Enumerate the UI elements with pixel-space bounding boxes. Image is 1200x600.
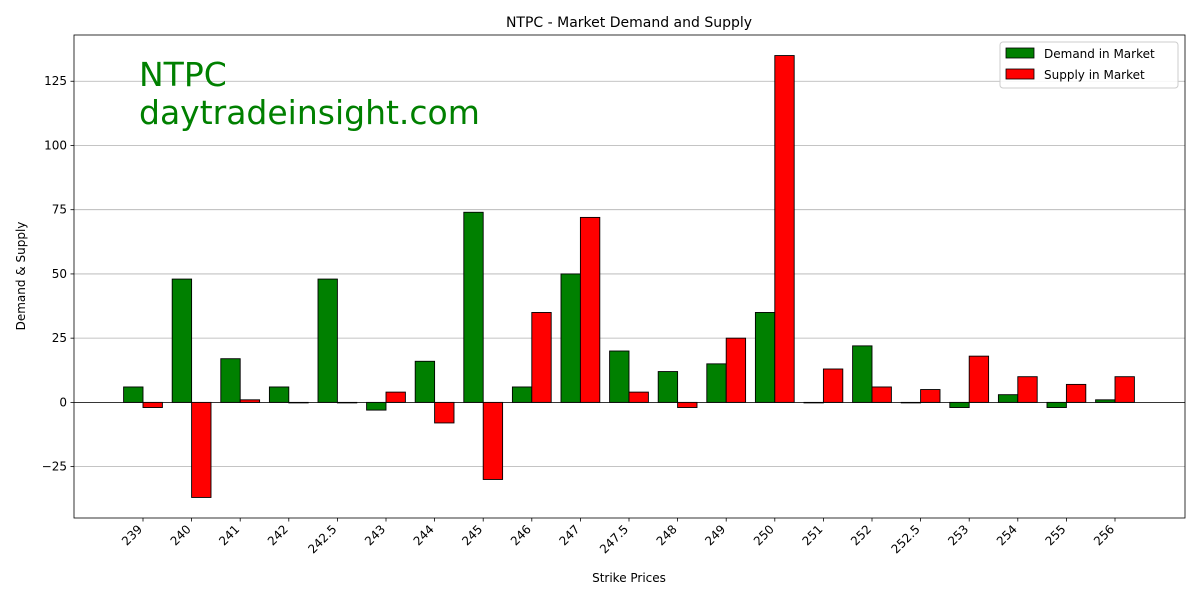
y-tick-label: 100: [44, 138, 67, 152]
watermark: NTPC daytradeinsight.com: [139, 55, 480, 132]
bars-group: [123, 55, 1135, 498]
x-tick-label: 247.5: [597, 522, 631, 556]
y-tick-label: 0: [59, 395, 67, 409]
legend-swatch-supply: [1005, 68, 1035, 80]
x-tick-label: 254: [994, 522, 1020, 548]
x-tick-label: 247: [556, 522, 582, 548]
x-tick-label: 242: [265, 522, 291, 548]
x-axis-label: Strike Prices: [592, 571, 666, 585]
supply-bar-256: [1114, 376, 1135, 403]
supply-bar-242: [288, 401, 309, 404]
supply-bar-246: [531, 312, 552, 403]
watermark-line-1: NTPC: [139, 55, 227, 94]
supply-bar-252.5: [920, 389, 941, 403]
supply-bar-240: [191, 401, 212, 498]
supply-bar-244: [434, 401, 455, 424]
supply-bar-250: [774, 55, 795, 403]
y-axis-ticks: −25 0 25 50 75 100 125: [42, 74, 74, 474]
demand-bar-252.5: [900, 401, 922, 404]
x-tick-label: 255: [1042, 522, 1068, 548]
demand-bar-254: [997, 394, 1019, 403]
supply-bar-243: [385, 391, 406, 403]
demand-bar-239: [123, 386, 144, 403]
watermark-line-2: daytradeinsight.com: [139, 93, 480, 132]
demand-bar-251: [803, 401, 824, 404]
legend-label-demand: Demand in Market: [1044, 47, 1155, 61]
demand-bar-244: [414, 360, 436, 403]
x-tick-label: 245: [459, 522, 485, 548]
supply-bar-242.5: [336, 401, 358, 404]
supply-bar-241: [239, 399, 261, 403]
demand-bar-242: [268, 386, 290, 403]
legend-swatch-demand: [1005, 47, 1035, 59]
supply-bar-253: [968, 355, 990, 403]
demand-bar-248: [657, 371, 679, 403]
x-tick-label: 241: [216, 522, 242, 548]
supply-bar-254: [1017, 376, 1038, 403]
demand-bar-255: [1046, 401, 1067, 408]
x-tick-label: 239: [119, 522, 145, 548]
demand-bar-247.5: [609, 350, 630, 403]
y-tick-label: −25: [42, 460, 67, 474]
demand-bar-245: [463, 211, 484, 403]
demand-bar-253: [949, 401, 970, 408]
supply-bar-252: [871, 386, 892, 403]
x-tick-label: 243: [362, 522, 388, 548]
supply-bar-239: [142, 401, 163, 408]
x-tick-label: 252.5: [889, 522, 923, 556]
x-tick-label: 252: [848, 522, 874, 548]
legend-box: [999, 41, 1179, 89]
legend-label-supply: Supply in Market: [1044, 68, 1145, 82]
x-tick-label: 250: [751, 522, 777, 548]
x-tick-label: 242.5: [305, 522, 339, 556]
x-tick-label: 253: [945, 522, 971, 548]
demand-bar-252: [852, 345, 873, 403]
y-axis-label: Demand & Supply: [14, 222, 28, 331]
supply-bar-248: [677, 401, 698, 408]
supply-bar-245: [482, 401, 504, 480]
legend: Demand in Market Supply in Market: [999, 41, 1179, 89]
x-tick-label: 256: [1091, 522, 1117, 548]
demand-bar-241: [220, 358, 241, 403]
y-tick-label: 125: [44, 74, 67, 88]
supply-bar-251: [822, 368, 844, 403]
demand-bar-247: [560, 273, 581, 403]
supply-bar-247.5: [628, 391, 649, 403]
supply-bar-249: [725, 337, 747, 403]
demand-bar-246: [511, 386, 533, 403]
demand-bar-250: [754, 312, 776, 403]
demand-bar-249: [706, 363, 727, 403]
y-tick-label: 25: [52, 331, 67, 345]
y-tick-label: 50: [52, 267, 67, 281]
plot-frame: [73, 34, 1186, 519]
demand-bar-242.5: [317, 278, 338, 403]
supply-bar-255: [1065, 383, 1087, 403]
supply-bar-247: [579, 216, 601, 403]
y-tick-label: 75: [52, 203, 67, 217]
demand-bar-240: [171, 278, 193, 403]
x-axis-ticks: 239 240 241 242 242.5 243 244 245 246 247 247.5 248…: [119, 518, 1117, 556]
x-tick-label: 246: [508, 522, 534, 548]
x-tick-label: 248: [654, 522, 680, 548]
y-gridlines: [74, 80, 1185, 468]
x-tick-label: 244: [411, 522, 437, 548]
demand-bar-243: [366, 401, 387, 411]
x-tick-label: 249: [702, 522, 728, 548]
demand-bar-256: [1095, 399, 1116, 403]
x-tick-label: 240: [168, 522, 194, 548]
chart-title: NTPC - Market Demand and Supply: [506, 15, 752, 31]
x-tick-label: 251: [799, 522, 825, 548]
